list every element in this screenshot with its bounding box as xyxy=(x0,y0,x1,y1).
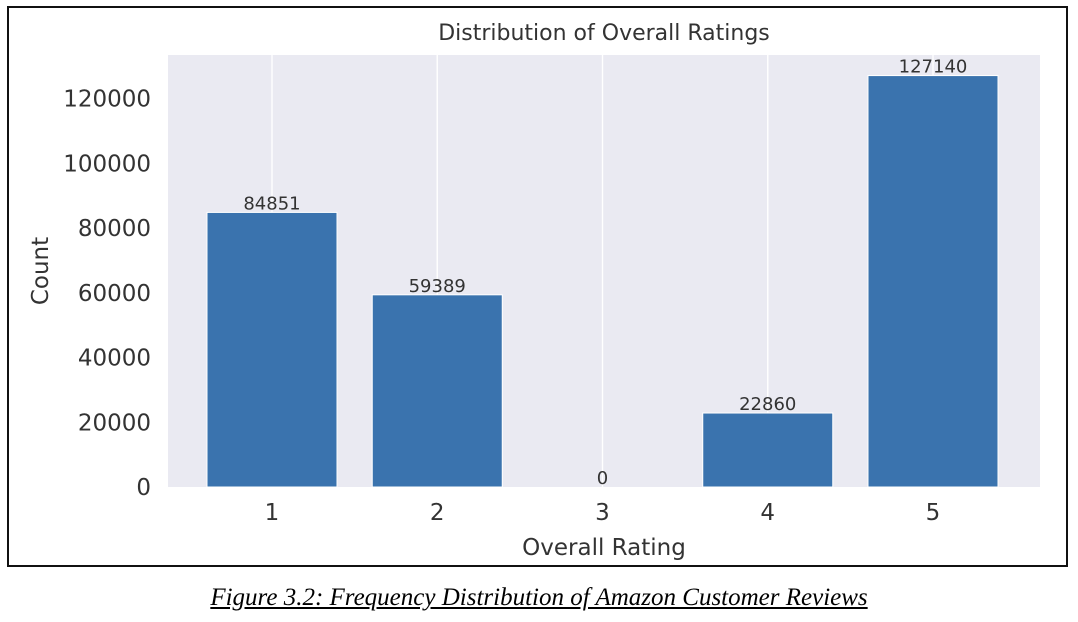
data-label-rating-4: 22860 xyxy=(739,394,796,415)
bar-rating-5 xyxy=(867,75,999,488)
data-label-rating-1: 84851 xyxy=(243,193,300,214)
x-axis-ticks: 1 2 3 4 5 xyxy=(265,500,941,526)
x-tick-label-4: 4 xyxy=(760,500,775,526)
y-tick-label-100000: 100000 xyxy=(63,151,151,177)
x-axis-label: Overall Rating xyxy=(522,535,686,561)
y-tick-label-60000: 60000 xyxy=(78,281,151,307)
y-tick-label-20000: 20000 xyxy=(78,410,151,436)
data-label-rating-2: 59389 xyxy=(409,276,466,297)
bars xyxy=(206,75,999,488)
bar-rating-1 xyxy=(206,211,338,488)
x-tick-label-1: 1 xyxy=(265,500,280,526)
y-tick-label-40000: 40000 xyxy=(78,346,151,372)
x-tick-label-5: 5 xyxy=(926,500,941,526)
bar-rating-2 xyxy=(371,294,503,488)
x-tick-label-2: 2 xyxy=(430,500,445,526)
bar-chart: 84851 59389 0 22860 127140 0 20000 40000 60000 8… xyxy=(28,21,1040,561)
data-label-rating-3: 0 xyxy=(597,468,608,489)
y-axis-ticks: 0 20000 40000 60000 80000 100000 120000 xyxy=(63,87,151,501)
y-axis-label: Count xyxy=(28,237,54,305)
data-label-rating-5: 127140 xyxy=(899,57,968,78)
chart-title: Distribution of Overall Ratings xyxy=(438,21,770,46)
x-tick-label-3: 3 xyxy=(595,500,610,526)
y-tick-label-80000: 80000 xyxy=(78,216,151,242)
y-tick-label-120000: 120000 xyxy=(63,87,151,113)
y-tick-label-0: 0 xyxy=(136,475,151,501)
bar-rating-4 xyxy=(702,412,834,488)
data-labels: 84851 59389 0 22860 127140 xyxy=(243,57,967,489)
figure-caption: Figure 3.2: Frequency Distribution of Am… xyxy=(210,584,868,611)
